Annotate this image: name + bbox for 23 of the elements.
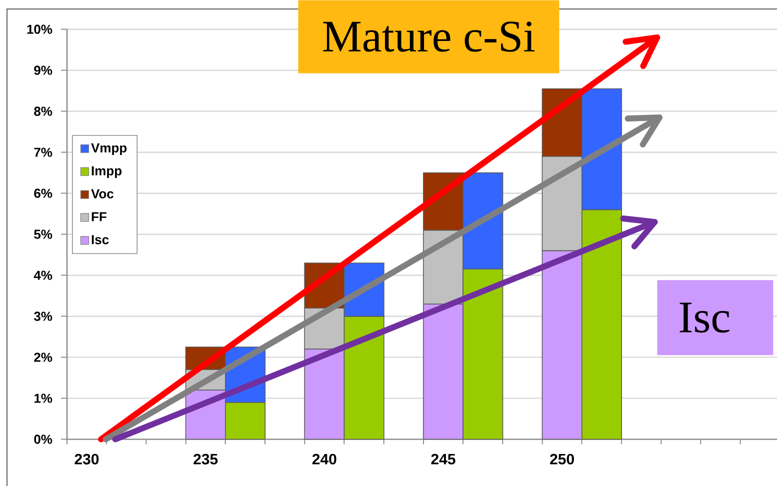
x-tick-label: 230 [74,454,99,464]
y-tick-label: 1% [34,394,52,403]
y-tick-label: 0% [34,434,52,444]
legend-label: Impp [92,166,122,178]
x-tick-label: 235 [194,454,218,464]
y-tick-label: 10% [27,24,52,34]
x-tick-label: 250 [550,454,574,464]
annotation: Mature c-Si [323,22,535,52]
y-tick-label: 9% [34,66,52,75]
annotation: Isc [680,302,730,333]
y-tick-label: 7% [34,148,52,157]
x-tick-label: 245 [431,454,456,464]
y-tick-label: 2% [34,352,52,362]
y-tick-label: 6% [34,188,52,198]
x-tick-label: 240 [312,454,336,464]
y-tick-label: 8% [34,106,52,116]
y-tick-label: 3% [34,312,52,321]
legend-label: Vmpp [91,143,127,156]
y-tick-label: 4% [34,270,52,280]
legend-label: Voc [91,189,114,198]
legend-label: Isc [92,235,109,244]
y-tick-label: 5% [34,230,52,239]
legend-label: FF [92,212,106,222]
